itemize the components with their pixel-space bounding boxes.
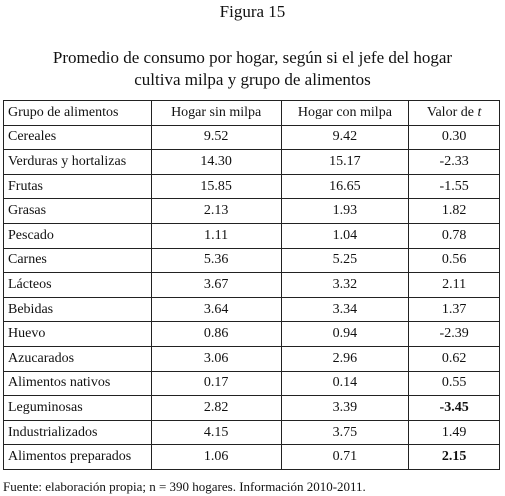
value-cell: 2.82: [150, 395, 282, 421]
value-cell: 5.25: [280, 247, 410, 274]
table-row: Bebidas 3.64 3.34 1.37: [3, 296, 500, 323]
title-line: cultiva milpa y grupo de alimentos: [134, 70, 371, 89]
header-cell: Hogar sin milpa: [150, 100, 282, 126]
header-cell: Grupo de alimentos: [3, 100, 152, 126]
value-cell: 3.39: [280, 395, 410, 421]
value-cell: 0.94: [280, 321, 410, 347]
group-cell: Cereales: [3, 124, 152, 151]
group-cell: Azucarados: [3, 345, 152, 372]
header-cell: Hogar con milpa: [280, 100, 410, 126]
value-cell: 3.75: [280, 419, 410, 446]
value-cell: 0.14: [280, 370, 410, 397]
header-text: Valor de: [426, 104, 478, 120]
value-cell: 2.96: [280, 345, 410, 372]
value-cell: 1.11: [150, 222, 282, 249]
value-cell: 0.86: [150, 321, 282, 347]
table-row: Lácteos 3.67 3.32 2.11: [3, 272, 500, 298]
value-cell: 1.82: [408, 198, 500, 224]
value-cell: -2.39: [408, 321, 500, 347]
value-cell: 3.64: [150, 296, 282, 323]
group-cell: Bebidas: [3, 296, 152, 323]
value-cell: 15.85: [150, 173, 282, 200]
header-variable: t: [477, 104, 482, 120]
table-row: Frutas 15.85 16.65 -1.55: [3, 173, 500, 200]
value-cell: 2.13: [150, 198, 282, 224]
group-cell: Huevo: [3, 321, 152, 347]
table-row: Cereales 9.52 9.42 0.30: [3, 124, 500, 151]
value-cell: 0.56: [408, 247, 500, 274]
value-cell: 15.17: [280, 149, 410, 175]
table-row: Huevo 0.86 0.94 -2.39: [3, 321, 500, 347]
value-cell: 9.42: [280, 124, 410, 151]
value-cell: 4.15: [150, 419, 282, 446]
table-row: Alimentos nativos 0.17 0.14 0.55: [3, 370, 500, 397]
value-cell: 9.52: [150, 124, 282, 151]
value-cell: 0.30: [408, 124, 500, 151]
table-row: Leguminosas 2.82 3.39 -3.45: [3, 395, 500, 421]
title-line: Promedio de consumo por hogar, según si …: [52, 48, 453, 67]
header-cell: Valor de t: [408, 100, 500, 126]
table-row: Industrializados 4.15 3.75 1.49: [3, 419, 500, 446]
table-body: Cereales 9.52 9.42 0.30 Verduras y hortaliza…: [3, 124, 500, 470]
value-cell: 3.67: [150, 272, 282, 298]
value-cell: 0.71: [280, 444, 410, 470]
group-cell: Alimentos preparados: [3, 444, 152, 470]
header-row: Grupo de alimentos Hogar sin milpa Hogar…: [3, 100, 500, 126]
value-cell: 1.37: [408, 296, 500, 323]
value-cell: 14.30: [150, 149, 282, 175]
table-title: Promedio de consumo por hogar, según si …: [0, 47, 505, 91]
value-cell: 2.15: [408, 444, 500, 470]
group-cell: Alimentos nativos: [3, 370, 152, 397]
value-cell: 3.32: [280, 272, 410, 298]
value-cell: -2.33: [408, 149, 500, 175]
value-cell: 1.49: [408, 419, 500, 446]
value-cell: 3.06: [150, 345, 282, 372]
source-note: Fuente: elaboración propia; n = 390 hoga…: [3, 479, 366, 494]
value-cell: 1.06: [150, 444, 282, 470]
group-cell: Verduras y hortalizas: [3, 149, 152, 175]
value-cell: 0.78: [408, 222, 500, 249]
table-row: Verduras y hortalizas 14.30 15.17 -2.33: [3, 149, 500, 175]
group-cell: Industrializados: [3, 419, 152, 446]
table-row: Carnes 5.36 5.25 0.56: [3, 247, 500, 274]
data-table: Grupo de alimentos Hogar sin milpa Hogar…: [3, 100, 500, 470]
table-row: Azucarados 3.06 2.96 0.62: [3, 345, 500, 372]
group-cell: Grasas: [3, 198, 152, 224]
group-cell: Carnes: [3, 247, 152, 274]
value-cell: -3.45: [408, 395, 500, 421]
value-cell: 5.36: [150, 247, 282, 274]
value-cell: 0.62: [408, 345, 500, 372]
value-cell: 16.65: [280, 173, 410, 200]
value-cell: 3.34: [280, 296, 410, 323]
table-row: Alimentos preparados 1.06 0.71 2.15: [3, 444, 500, 470]
group-cell: Frutas: [3, 173, 152, 200]
value-cell: 1.93: [280, 198, 410, 224]
table-row: Pescado 1.11 1.04 0.78: [3, 222, 500, 249]
figure-label: Figura 15: [219, 2, 286, 21]
group-cell: Leguminosas: [3, 395, 152, 421]
value-cell: 0.55: [408, 370, 500, 397]
value-cell: -1.55: [408, 173, 500, 200]
value-cell: 0.17: [150, 370, 282, 397]
group-cell: Lácteos: [3, 272, 152, 298]
group-cell: Pescado: [3, 222, 152, 249]
value-cell: 2.11: [408, 272, 500, 298]
value-cell: 1.04: [280, 222, 410, 249]
table-row: Grasas 2.13 1.93 1.82: [3, 198, 500, 224]
